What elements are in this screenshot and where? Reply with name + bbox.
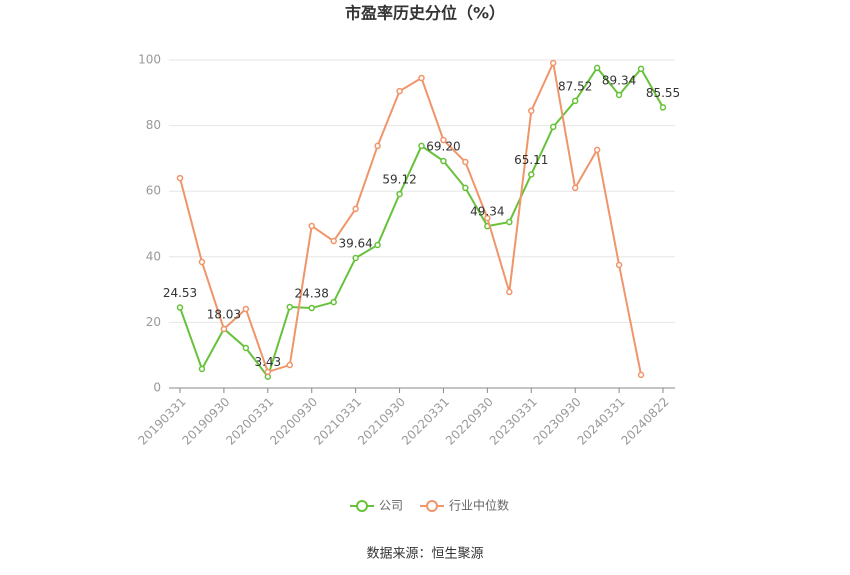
series-line <box>179 59 643 376</box>
point <box>396 87 403 95</box>
legend-marker <box>426 500 438 512</box>
point <box>549 59 557 67</box>
point <box>418 142 425 150</box>
chart-title: 市盈率历史分位（%） <box>345 4 505 23</box>
data-label: 69.20 <box>426 140 460 154</box>
point <box>330 298 337 306</box>
point <box>615 91 623 99</box>
point <box>308 304 315 312</box>
point <box>615 261 623 269</box>
data-label: 3.43 <box>254 355 281 369</box>
y-tick-label: 0 <box>153 381 161 395</box>
data-label: 49.34 <box>470 205 504 219</box>
source: 数据来源：恒生聚源 <box>366 547 483 562</box>
point <box>462 184 469 192</box>
point <box>396 190 403 198</box>
point <box>506 218 513 226</box>
point <box>418 74 425 82</box>
legend-label: 公司 <box>379 499 403 513</box>
point <box>198 258 206 266</box>
point <box>462 158 469 166</box>
point <box>637 65 645 73</box>
point <box>352 205 359 213</box>
point <box>440 136 447 144</box>
data-label: 59.12 <box>382 173 416 187</box>
point <box>176 304 184 311</box>
point <box>528 171 535 178</box>
point <box>242 305 250 313</box>
y-tick-label: 40 <box>146 249 161 263</box>
legend-label: 行业中位数 <box>449 498 509 513</box>
point <box>506 288 513 296</box>
legend-marker <box>356 500 368 512</box>
point <box>264 368 272 376</box>
point <box>198 365 206 373</box>
x-tick-label: 20240822 <box>619 395 672 448</box>
data-label: 24.53 <box>163 286 197 300</box>
data-label: 87.52 <box>558 79 592 93</box>
y-tick-label: 60 <box>146 184 161 198</box>
data-label: 24.38 <box>295 287 329 301</box>
point <box>374 241 381 249</box>
point <box>242 344 250 352</box>
point <box>286 361 294 369</box>
point <box>308 222 315 230</box>
point <box>659 104 667 111</box>
point <box>549 123 557 131</box>
point <box>484 214 491 222</box>
data-label: 89.34 <box>602 73 636 87</box>
data-label: 65.11 <box>514 153 548 167</box>
point <box>330 237 337 245</box>
data-label: 18.03 <box>207 307 241 321</box>
point <box>528 107 535 115</box>
point <box>571 184 579 192</box>
point <box>352 254 359 262</box>
data-label: 39.64 <box>338 236 372 250</box>
y-tick-label: 20 <box>146 315 161 329</box>
point <box>220 325 228 333</box>
point <box>286 303 294 311</box>
y-tick-label: 80 <box>146 118 161 132</box>
point <box>593 146 601 154</box>
data-label: 85.55 <box>646 86 680 100</box>
y-tick-label: 100 <box>138 53 161 67</box>
point <box>571 97 579 105</box>
point <box>593 64 601 72</box>
point <box>637 371 645 379</box>
point <box>176 174 184 182</box>
point <box>374 142 381 150</box>
point <box>440 157 447 165</box>
